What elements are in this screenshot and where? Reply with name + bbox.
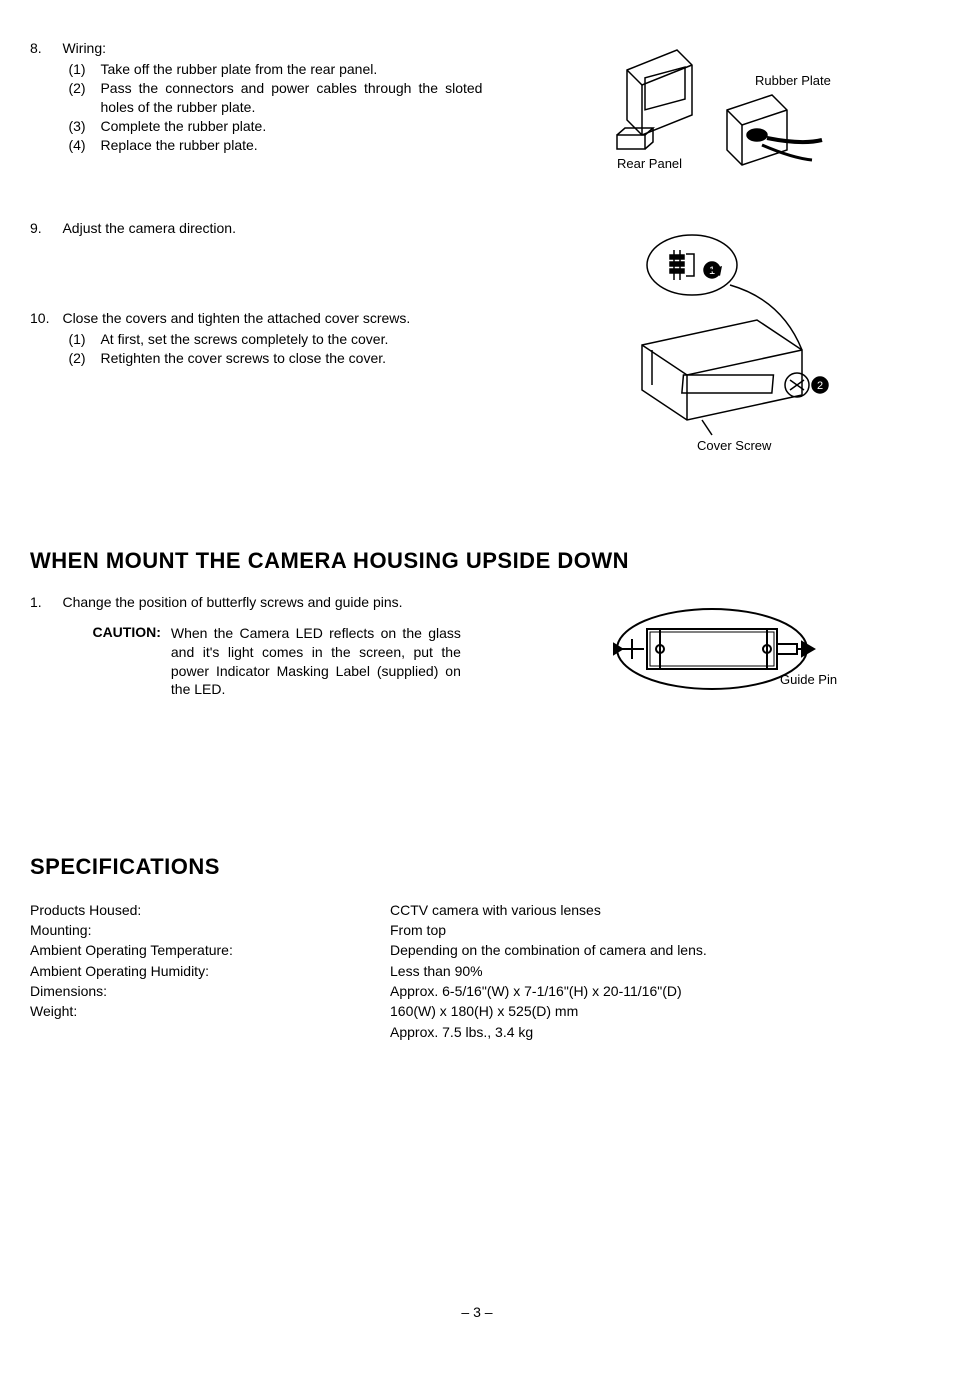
step-8-4-n: (4) bbox=[68, 136, 94, 155]
caution-text: When the Camera LED reflects on the glas… bbox=[171, 624, 461, 700]
specifications-heading: SPECIFICATIONS bbox=[30, 854, 924, 880]
spec-label-4: Dimensions: bbox=[30, 981, 390, 1001]
step-10-2-n: (2) bbox=[68, 349, 94, 368]
spec-label-3: Ambient Operating Humidity: bbox=[30, 961, 390, 981]
step-8-2-n: (2) bbox=[68, 79, 94, 117]
step-8-3-n: (3) bbox=[68, 117, 94, 136]
page-number: – 3 – bbox=[461, 1304, 492, 1320]
caution-label: CAUTION: bbox=[92, 624, 160, 700]
guide-pin-label: Guide Pin bbox=[780, 672, 837, 687]
rear-panel-diagram-icon: Rear Panel Rubber Plate bbox=[607, 40, 837, 190]
step-8-2-t: Pass the connectors and power cables thr… bbox=[100, 79, 482, 117]
specs-values-col: CCTV camera with various lenses From top… bbox=[390, 900, 924, 1042]
guide-pin-diagram-icon: Guide Pin bbox=[602, 594, 842, 714]
spec-value-6: Approx. 7.5 lbs., 3.4 kg bbox=[390, 1022, 924, 1042]
spec-label-0: Products Housed: bbox=[30, 900, 390, 920]
specifications-table: Products Housed: Mounting: Ambient Opera… bbox=[30, 900, 924, 1042]
spec-label-6: Weight: bbox=[30, 1001, 390, 1021]
step-10-1-t: At first, set the screws completely to t… bbox=[100, 330, 482, 349]
step-8-1-n: (1) bbox=[68, 60, 94, 79]
figure-1: Rear Panel Rubber Plate bbox=[520, 40, 924, 190]
cover-screw-label: Cover Screw bbox=[697, 438, 772, 453]
step-9-num: 9. bbox=[30, 220, 58, 236]
step-10-sublist: (1) At first, set the screws completely t… bbox=[68, 330, 482, 368]
step-8-num: 8. bbox=[30, 40, 58, 56]
step-8-4-t: Replace the rubber plate. bbox=[100, 136, 482, 155]
upside-down-row: 1. Change the position of butterfly scre… bbox=[30, 594, 924, 714]
figure-3: Guide Pin bbox=[520, 594, 924, 714]
step-8-3-t: Complete the rubber plate. bbox=[100, 117, 482, 136]
marker-2: 2 bbox=[817, 380, 823, 392]
step-10-num: 10. bbox=[30, 310, 58, 326]
spec-value-5: 160(W) x 180(H) x 525(D) mm bbox=[390, 1001, 924, 1021]
step-10-row: 10. Close the covers and tighten the att… bbox=[30, 310, 924, 368]
step-10-2-t: Retighten the cover screws to close the … bbox=[100, 349, 482, 368]
spec-label-1: Mounting: bbox=[30, 920, 390, 940]
spec-value-3: Less than 90% bbox=[390, 961, 924, 981]
step-10-title: Close the covers and tighten the attache… bbox=[62, 310, 482, 326]
upside-1-text: Change the position of butterfly screws … bbox=[62, 594, 482, 610]
spec-value-0: CCTV camera with various lenses bbox=[390, 900, 924, 920]
step-10-1-n: (1) bbox=[68, 330, 94, 349]
upside-1-num: 1. bbox=[30, 594, 58, 610]
upside-down-text: 1. Change the position of butterfly scre… bbox=[30, 594, 490, 714]
spec-label-2: Ambient Operating Temperature: bbox=[30, 940, 390, 960]
spec-value-2: Depending on the combination of camera a… bbox=[390, 940, 924, 960]
step-8-sublist: (1) Take off the rubber plate from the re… bbox=[68, 60, 482, 154]
specs-labels-col: Products Housed: Mounting: Ambient Opera… bbox=[30, 900, 390, 1042]
step-8-row: 8. Wiring: (1) Take off the rubber plate … bbox=[30, 40, 924, 190]
spec-value-1: From top bbox=[390, 920, 924, 940]
step-8-text: 8. Wiring: (1) Take off the rubber plate … bbox=[30, 40, 490, 190]
step-10-text: 10. Close the covers and tighten the att… bbox=[30, 310, 490, 368]
rear-panel-label: Rear Panel bbox=[617, 156, 682, 171]
upside-down-heading: WHEN MOUNT THE CAMERA HOUSING UPSIDE DOW… bbox=[30, 548, 924, 574]
spec-value-4: Approx. 6-5/16"(W) x 7-1/16"(H) x 20-11/… bbox=[390, 981, 924, 1001]
step-8-1-t: Take off the rubber plate from the rear … bbox=[100, 60, 482, 79]
step-8-title: Wiring: bbox=[62, 40, 482, 56]
rubber-plate-label: Rubber Plate bbox=[755, 73, 831, 88]
step-9-title: Adjust the camera direction. bbox=[62, 220, 482, 236]
